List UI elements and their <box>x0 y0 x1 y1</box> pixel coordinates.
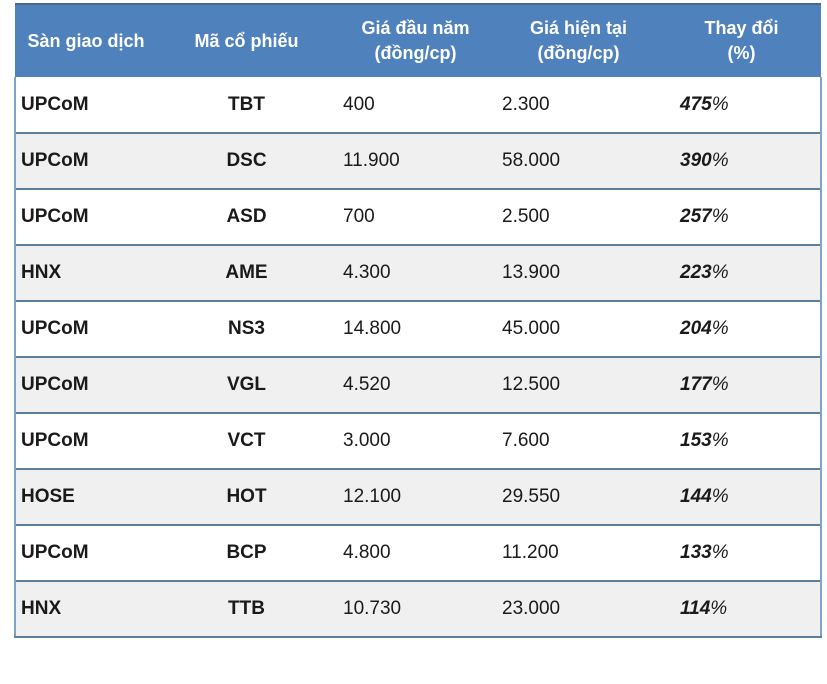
table-row: UPCoM NS3 14.800 45.000 204% <box>14 300 822 357</box>
column-header-label: Giá đầu năm <box>361 18 470 38</box>
change-percent-cell: 133% <box>662 524 822 581</box>
change-percent-cell: 475% <box>662 77 822 133</box>
change-value: 223 <box>680 262 712 283</box>
current-price-cell: 13.900 <box>495 244 662 301</box>
table-row: UPCoM ASD 700 2.500 257% <box>14 188 822 245</box>
percent-sign: % <box>711 542 729 563</box>
column-header-current-price: Giá hiện tại (đồng/cp) <box>495 3 662 77</box>
column-header-start-price: Giá đầu năm (đồng/cp) <box>336 3 495 77</box>
stock-gainers-table: Sàn giao dịch Mã cổ phiếu Giá đầu năm (đ… <box>14 3 822 638</box>
stock-code-cell: DSC <box>157 132 336 189</box>
exchange-cell: HOSE <box>14 468 157 525</box>
change-value: 133 <box>680 542 712 563</box>
column-header-label: Sàn giao dịch <box>27 30 145 51</box>
change-percent-cell: 223% <box>662 244 822 301</box>
percent-sign: % <box>711 318 729 339</box>
exchange-cell: UPCoM <box>14 300 157 357</box>
stock-gainers-table-container: Sàn giao dịch Mã cổ phiếu Giá đầu năm (đ… <box>14 3 822 638</box>
stock-code-cell: VCT <box>157 412 336 469</box>
current-price-cell: 7.600 <box>495 412 662 469</box>
column-header-sublabel: (đồng/cp) <box>374 43 457 63</box>
column-header-sublabel: (đồng/cp) <box>537 43 620 63</box>
stock-code-cell: TBT <box>228 93 265 115</box>
start-price-cell: 4.300 <box>336 244 495 301</box>
table-row: HNX TTB 10.730 23.000 114% <box>14 580 822 638</box>
table-row: UPCoM VCT 3.000 7.600 153% <box>14 412 822 469</box>
stock-code-cell: AME <box>157 244 336 301</box>
exchange-cell: HNX <box>14 244 157 301</box>
exchange-cell: UPCoM <box>14 524 157 581</box>
header-row: Sàn giao dịch Mã cổ phiếu Giá đầu năm (đ… <box>15 3 821 77</box>
column-header-label: Thay đổi <box>704 18 779 38</box>
start-price-cell: 3.000 <box>336 412 495 469</box>
column-header-sublabel: (%) <box>727 43 756 63</box>
change-value: 177 <box>680 374 712 395</box>
current-price-cell: 29.550 <box>495 468 662 525</box>
change-percent-cell: 257% <box>662 188 822 245</box>
table-row: HOSE HOT 12.100 29.550 144% <box>14 468 822 525</box>
current-price-cell: 45.000 <box>495 300 662 357</box>
change-percent-cell: 390% <box>662 132 822 189</box>
stock-code-cell: BCP <box>157 524 336 581</box>
table-row: UPCoM TBT 400 2.300 475% <box>14 77 822 133</box>
change-percent-cell: 153% <box>662 412 822 469</box>
change-value: 390 <box>680 150 712 171</box>
start-price-cell: 4.800 <box>336 524 495 581</box>
start-price-cell: 11.900 <box>336 132 495 189</box>
current-price-cell: 12.500 <box>495 356 662 413</box>
stock-code-cell: ASD <box>157 188 336 245</box>
change-value: 257 <box>680 206 712 227</box>
current-price-cell: 58.000 <box>495 132 662 189</box>
change-percent-cell: 177% <box>662 356 822 413</box>
column-header-stock-code: Mã cổ phiếu <box>157 3 336 77</box>
change-percent-cell: 114% <box>662 580 822 638</box>
start-price-cell: 10.730 <box>336 580 495 638</box>
exchange-cell: UPCoM <box>14 412 157 469</box>
change-value: 114 <box>680 598 711 619</box>
stock-code-cell: NS3 <box>157 300 336 357</box>
start-price-cell: 14.800 <box>336 300 495 357</box>
start-price-cell: 12.100 <box>336 468 495 525</box>
column-header-exchange: Sàn giao dịch <box>15 3 157 77</box>
stock-code-cell: HOT <box>157 468 336 525</box>
current-price-cell: 23.000 <box>495 580 662 638</box>
percent-sign: % <box>710 598 728 619</box>
start-price-cell: 4.520 <box>336 356 495 413</box>
change-value: 475 <box>680 93 712 115</box>
table-body: UPCoM TBT 400 2.300 475% UPCoM DSC 11.90… <box>14 77 822 638</box>
column-header-label: Mã cổ phiếu <box>194 30 299 51</box>
stock-code-cell: TTB <box>157 580 336 638</box>
table-row: UPCoM VGL 4.520 12.500 177% <box>14 356 822 413</box>
exchange-cell: UPCoM <box>14 132 157 189</box>
percent-sign: % <box>711 430 729 451</box>
change-value: 144 <box>680 486 712 507</box>
start-price-cell: 700 <box>336 188 495 245</box>
percent-sign: % <box>711 486 729 507</box>
change-value: 153 <box>680 430 712 451</box>
exchange-cell: UPCoM <box>14 356 157 413</box>
column-header-change-percent: Thay đổi (%) <box>662 3 821 77</box>
change-percent-cell: 204% <box>662 300 822 357</box>
percent-sign: % <box>711 374 729 395</box>
table-row: UPCoM DSC 11.900 58.000 390% <box>14 132 822 189</box>
table-row: HNX AME 4.300 13.900 223% <box>14 244 822 301</box>
stock-code-cell: VGL <box>157 356 336 413</box>
change-percent-cell: 144% <box>662 468 822 525</box>
percent-sign: % <box>711 150 729 171</box>
percent-sign: % <box>711 262 729 283</box>
percent-sign: % <box>711 206 729 227</box>
percent-sign: % <box>711 93 729 115</box>
start-price-cell: 400 <box>343 93 375 115</box>
current-price-cell: 11.200 <box>495 524 662 581</box>
exchange-cell: UPCoM <box>14 77 157 133</box>
exchange-cell: UPCoM <box>14 188 157 245</box>
column-header-label: Giá hiện tại <box>529 18 628 38</box>
current-price-cell: 2.500 <box>495 188 662 245</box>
current-price-cell: 2.300 <box>502 93 550 115</box>
change-value: 204 <box>680 318 712 339</box>
table-row: UPCoM BCP 4.800 11.200 133% <box>14 524 822 581</box>
exchange-cell: HNX <box>14 580 157 638</box>
